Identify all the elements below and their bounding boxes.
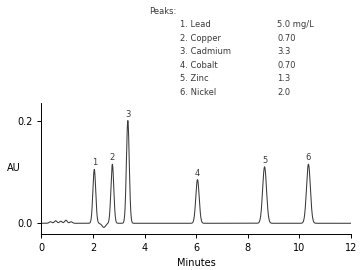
Text: 2.0: 2.0 [277,88,290,97]
X-axis label: Minutes: Minutes [177,258,216,268]
Text: 5: 5 [262,156,267,165]
Text: 1: 1 [92,158,97,167]
Text: 1. Lead: 1. Lead [180,20,211,29]
Text: 3. Cadmium: 3. Cadmium [180,47,231,56]
Text: 4. Cobalt: 4. Cobalt [180,61,218,70]
Text: 3: 3 [125,110,131,119]
Text: 0.70: 0.70 [277,61,296,70]
Text: 5. Zinc: 5. Zinc [180,74,209,83]
Text: 1.3: 1.3 [277,74,291,83]
Y-axis label: AU: AU [7,163,21,173]
Text: Peaks:: Peaks: [149,7,177,16]
Text: 2: 2 [110,153,115,162]
Text: 6: 6 [306,153,311,162]
Text: 2. Copper: 2. Copper [180,34,221,43]
Text: 0.70: 0.70 [277,34,296,43]
Text: 6. Nickel: 6. Nickel [180,88,216,97]
Text: 4: 4 [195,168,200,178]
Text: 5.0 mg/L: 5.0 mg/L [277,20,314,29]
Text: 3.3: 3.3 [277,47,291,56]
